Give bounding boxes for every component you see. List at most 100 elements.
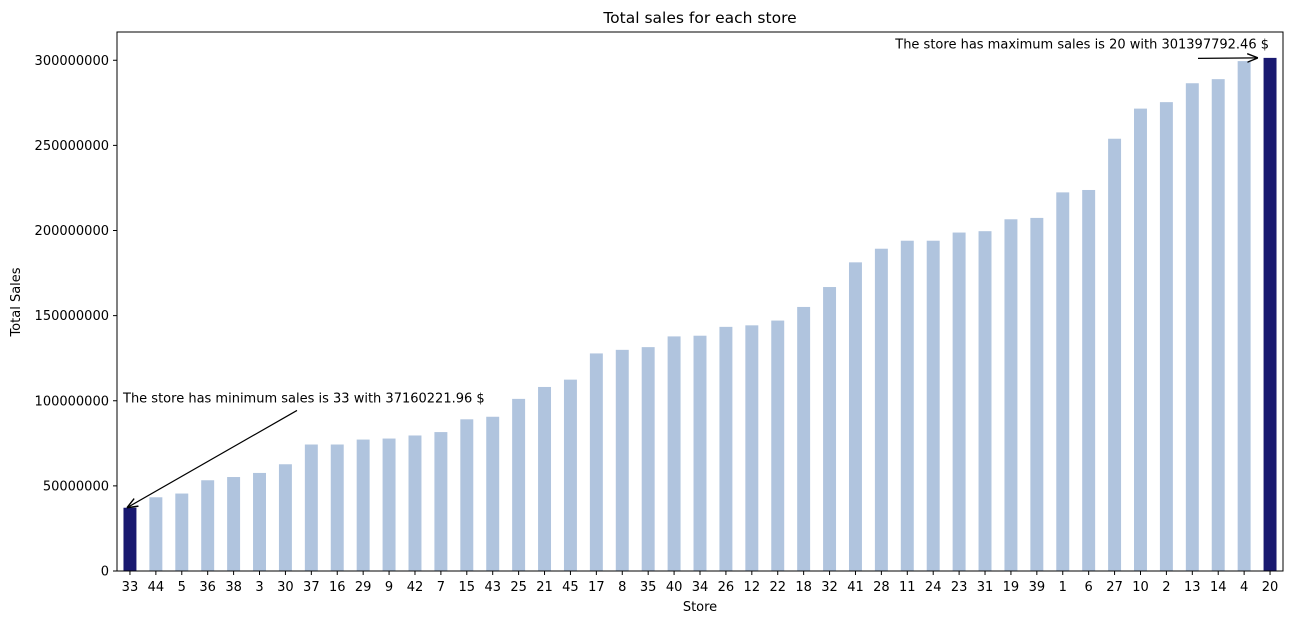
bar-store-12 xyxy=(745,325,759,571)
bar-store-4 xyxy=(1237,61,1251,572)
bar-store-14 xyxy=(1211,79,1225,572)
x-tick-label: 9 xyxy=(385,580,393,595)
plot-frame xyxy=(116,31,1284,572)
min-annotation-arrow xyxy=(127,409,298,507)
y-tick-label: 150000000 xyxy=(35,309,109,324)
bar-store-26 xyxy=(719,326,733,571)
bar-store-40 xyxy=(667,336,681,571)
x-tick-label: 11 xyxy=(899,580,916,595)
x-tick-label: 20 xyxy=(1262,580,1279,595)
x-tick-label: 14 xyxy=(1210,580,1227,595)
bar-store-44 xyxy=(149,497,163,571)
bar-store-45 xyxy=(563,379,577,571)
x-tick-label: 31 xyxy=(977,580,994,595)
bar-store-2 xyxy=(1159,102,1173,571)
bar-store-34 xyxy=(693,335,707,571)
x-tick-label: 28 xyxy=(873,580,890,595)
bar-store-21 xyxy=(538,386,552,571)
x-tick-label: 39 xyxy=(1029,580,1046,595)
bar-store-39 xyxy=(1030,217,1044,571)
bar-store-17 xyxy=(589,353,603,571)
min-annotation: The store has minimum sales is 33 with 3… xyxy=(122,391,485,406)
x-axis-label: Store xyxy=(683,600,717,615)
bar-store-33 xyxy=(123,507,137,571)
x-tick-label: 35 xyxy=(640,580,657,595)
x-tick-label: 29 xyxy=(355,580,372,595)
x-tick-label: 18 xyxy=(795,580,812,595)
bar-store-7 xyxy=(434,432,448,571)
bar-store-3 xyxy=(253,472,266,571)
bar-store-24 xyxy=(926,240,940,571)
x-tick-label: 12 xyxy=(744,580,761,595)
x-tick-label: 15 xyxy=(459,580,476,595)
x-tick-label: 26 xyxy=(718,580,735,595)
x-tick-label: 5 xyxy=(178,580,186,595)
bar-store-13 xyxy=(1185,83,1199,572)
bar-store-23 xyxy=(952,232,966,571)
y-tick-label: 300000000 xyxy=(35,54,109,69)
bar-store-28 xyxy=(874,248,888,571)
bar-store-8 xyxy=(615,349,629,571)
bar-store-1 xyxy=(1056,192,1070,572)
bar-store-19 xyxy=(1004,219,1018,572)
bar-store-36 xyxy=(201,480,215,571)
chart-title: Total sales for each store xyxy=(602,9,796,27)
bar-store-15 xyxy=(460,419,474,571)
x-tick-label: 16 xyxy=(329,580,346,595)
x-tick-label: 3 xyxy=(255,580,263,595)
x-tick-label: 37 xyxy=(303,580,320,595)
x-tick-label: 19 xyxy=(1003,580,1020,595)
x-tick-label: 44 xyxy=(148,580,165,595)
x-tick-label: 41 xyxy=(847,580,864,595)
y-axis-label: Total Sales xyxy=(9,267,24,337)
x-tick-label: 32 xyxy=(821,580,838,595)
x-tick-label: 33 xyxy=(122,580,139,595)
bar-store-25 xyxy=(512,398,526,571)
bar-store-31 xyxy=(978,231,992,572)
x-tick-label: 13 xyxy=(1184,580,1201,595)
bar-store-41 xyxy=(848,262,862,571)
x-tick-label: 43 xyxy=(484,580,501,595)
x-tick-label: 17 xyxy=(588,580,605,595)
x-tick-label: 21 xyxy=(536,580,553,595)
bar-store-29 xyxy=(356,439,370,571)
bar-store-38 xyxy=(227,477,241,571)
x-axis: 33 44 5 36 38 3 30 37 16 29 9 42 7 15 43 25 21 45 17 8 35 40 3… xyxy=(122,571,1279,595)
bar-store-22 xyxy=(771,320,785,571)
x-tick-label: 34 xyxy=(692,580,709,595)
bar-store-11 xyxy=(900,240,914,571)
max-annotation: The store has maximum sales is 20 with 3… xyxy=(894,37,1269,52)
bars-group xyxy=(123,57,1277,572)
x-tick-label: 42 xyxy=(407,580,424,595)
x-tick-label: 45 xyxy=(562,580,579,595)
y-tick-label: 250000000 xyxy=(35,139,109,154)
x-tick-label: 6 xyxy=(1085,580,1093,595)
y-tick-label: 100000000 xyxy=(35,394,109,409)
x-tick-label: 8 xyxy=(618,580,626,595)
annotations-group: The store has minimum sales is 33 with 3… xyxy=(122,37,1269,507)
x-tick-label: 1 xyxy=(1059,580,1067,595)
bar-store-6 xyxy=(1082,189,1096,571)
x-tick-label: 25 xyxy=(510,580,527,595)
bar-store-42 xyxy=(408,435,422,571)
bar-store-10 xyxy=(1134,108,1147,571)
bar-store-9 xyxy=(382,438,396,571)
x-tick-label: 38 xyxy=(225,580,242,595)
bar-store-16 xyxy=(330,444,344,571)
x-tick-label: 30 xyxy=(277,580,294,595)
x-tick-label: 10 xyxy=(1132,580,1149,595)
x-tick-label: 7 xyxy=(437,580,445,595)
x-tick-label: 40 xyxy=(666,580,683,595)
bar-store-32 xyxy=(823,287,837,571)
x-tick-label: 24 xyxy=(925,580,942,595)
x-tick-label: 4 xyxy=(1240,580,1248,595)
y-tick-label: 50000000 xyxy=(43,479,109,494)
bar-store-20 xyxy=(1263,57,1277,571)
bar-store-37 xyxy=(304,444,318,571)
x-tick-label: 2 xyxy=(1162,580,1170,595)
x-tick-label: 23 xyxy=(951,580,968,595)
y-tick-label: 0 xyxy=(101,565,109,580)
bar-store-27 xyxy=(1108,138,1122,571)
bar-store-18 xyxy=(797,306,811,571)
